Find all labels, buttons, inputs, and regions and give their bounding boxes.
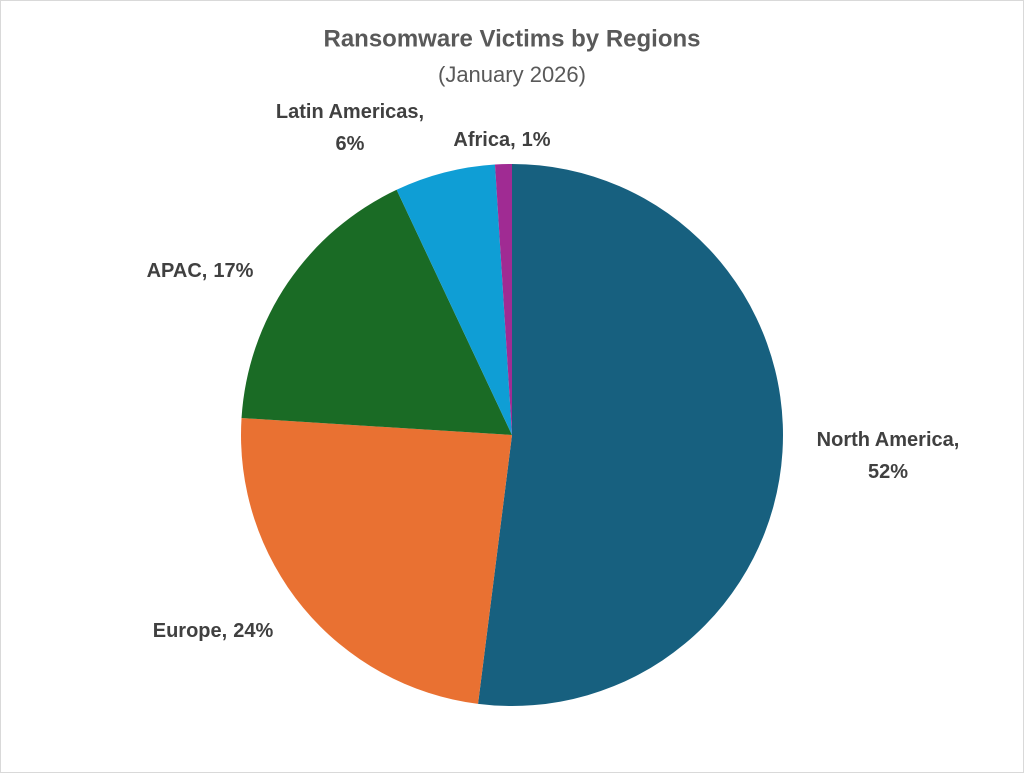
category-label: Europe,	[153, 620, 227, 642]
data-label: APAC, 17%	[147, 260, 254, 282]
category-label: APAC,	[147, 260, 208, 282]
data-label: North America, 52%	[817, 429, 960, 483]
value-label: 24%	[233, 620, 273, 642]
pie-slice	[494, 164, 512, 435]
value-label: 17%	[213, 260, 253, 282]
value-label: 6%	[336, 133, 365, 155]
data-label: Europe, 24%	[153, 620, 274, 642]
value-label: 1%	[522, 129, 551, 151]
category-label: Africa,	[453, 129, 515, 151]
value-label: 52%	[868, 461, 908, 483]
chart-title: Ransomware Victims by Regions	[323, 25, 700, 52]
data-label: Latin Americas, 6%	[276, 101, 424, 155]
pie-slice	[396, 164, 512, 435]
category-label: North America,	[817, 429, 960, 451]
pie-slice	[241, 189, 512, 435]
pie-slice	[478, 164, 783, 706]
pie-slice	[241, 417, 512, 704]
data-label: Africa, 1%	[453, 129, 550, 151]
category-label: Latin Americas,	[276, 101, 424, 123]
chart-subtitle: (January 2026)	[438, 62, 586, 87]
